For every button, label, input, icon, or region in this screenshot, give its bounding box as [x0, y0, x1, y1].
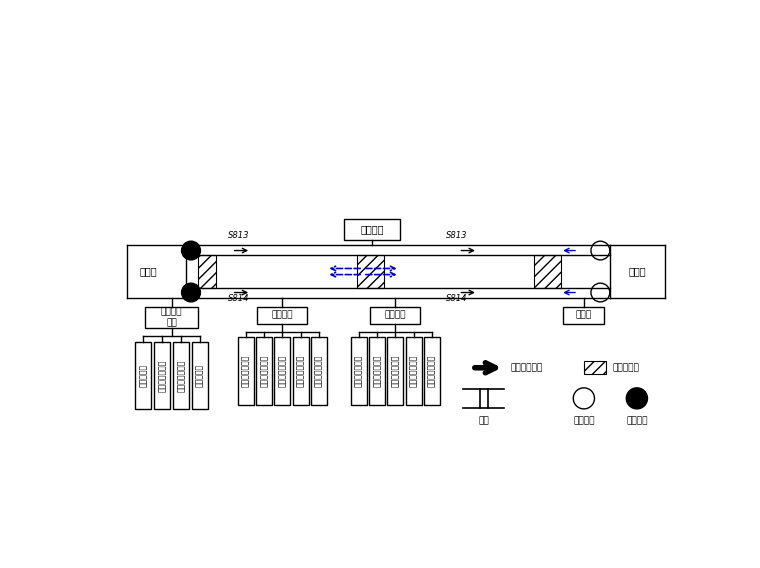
Bar	[406, 337, 422, 405]
Ellipse shape	[591, 283, 610, 302]
Text: 施工竖井作业队: 施工竖井作业队	[391, 355, 400, 387]
Text: S813: S813	[227, 231, 249, 240]
Ellipse shape	[591, 241, 610, 260]
Bar	[192, 341, 207, 410]
Text: 矿山配合作业队: 矿山配合作业队	[427, 355, 436, 387]
Bar	[311, 337, 327, 405]
Text: 矿山施工作业队: 矿山施工作业队	[409, 355, 418, 387]
Text: 盾构配合作业队: 盾构配合作业队	[315, 355, 323, 387]
Text: 矿山配合作业队: 矿山配合作业队	[372, 355, 382, 387]
Text: 施工竖井: 施工竖井	[360, 224, 384, 235]
Text: 中间竖井作业队: 中间竖井作业队	[278, 355, 287, 387]
Bar	[258, 307, 307, 324]
Text: S813: S813	[445, 231, 467, 240]
Bar	[563, 307, 604, 324]
Bar	[357, 256, 385, 288]
Text: S814: S814	[445, 294, 467, 303]
Bar	[274, 337, 290, 405]
Text: 盾构始发: 盾构始发	[626, 417, 648, 426]
Text: 防水施工作业队: 防水施工作业队	[176, 359, 185, 391]
Bar	[145, 307, 198, 328]
Bar	[369, 337, 385, 405]
Bar	[238, 337, 254, 405]
Bar	[370, 307, 420, 324]
Bar	[424, 337, 440, 405]
Text: 中新站: 中新站	[576, 311, 592, 320]
Ellipse shape	[182, 283, 201, 302]
Text: 矿山工区: 矿山工区	[385, 311, 406, 320]
Text: 结构作业队: 结构作业队	[195, 364, 204, 387]
Text: 盾构工区: 盾构工区	[271, 311, 293, 320]
Bar	[351, 337, 367, 405]
Bar	[198, 256, 216, 288]
Text: 盾构施工作业队: 盾构施工作业队	[296, 355, 305, 387]
Bar	[293, 337, 309, 405]
Ellipse shape	[573, 388, 594, 409]
Bar	[344, 219, 400, 240]
Text: 盾构接收: 盾构接收	[573, 417, 594, 426]
Text: 矿山法隧道: 矿山法隧道	[612, 364, 639, 372]
Text: 镇龙站: 镇龙站	[139, 266, 157, 277]
Text: 盾构配合作业队: 盾构配合作业队	[260, 355, 268, 387]
Text: 车站: 车站	[478, 416, 489, 425]
Bar	[534, 256, 561, 288]
Text: 土方作业队: 土方作业队	[139, 364, 147, 387]
Ellipse shape	[626, 388, 648, 409]
Bar	[135, 341, 151, 410]
Bar	[388, 337, 404, 405]
Text: S814: S814	[227, 294, 249, 303]
Ellipse shape	[182, 241, 201, 260]
Text: 中新站: 中新站	[629, 266, 647, 277]
Bar	[173, 341, 189, 410]
Bar	[256, 337, 272, 405]
Text: 明挖车站
工区: 明挖车站 工区	[161, 308, 182, 327]
Text: 围护结构作业队: 围护结构作业队	[157, 359, 166, 391]
Text: 矿山施工作业队: 矿山施工作业队	[354, 355, 363, 387]
Text: 盾构施工作业队: 盾构施工作业队	[241, 355, 250, 387]
Text: 盾构掘进方向: 盾构掘进方向	[510, 364, 543, 372]
Bar	[584, 361, 606, 374]
Bar	[154, 341, 170, 410]
